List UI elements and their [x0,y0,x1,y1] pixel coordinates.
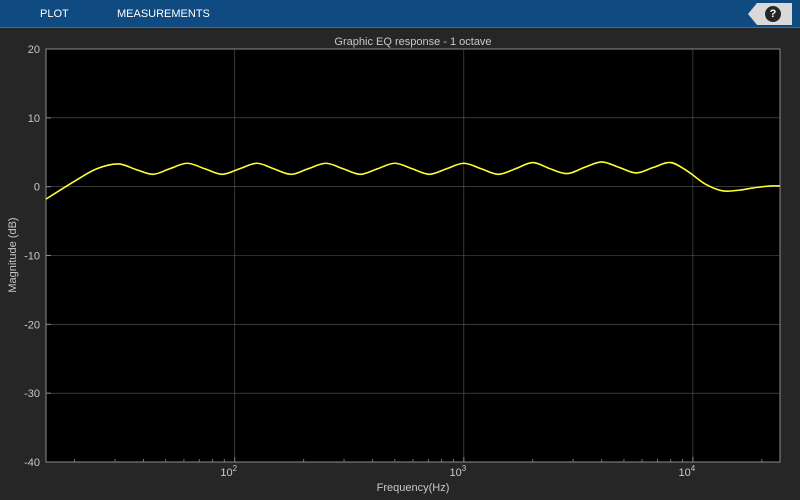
axis-ticks: 20 10 0 -10 -20 -30 -40 102 103 104 [24,44,763,479]
tab-measurements[interactable]: MEASUREMENTS [117,8,210,20]
question-mark-icon[interactable]: ? [765,6,781,22]
tab-plot[interactable]: PLOT [40,8,69,20]
grid [46,49,780,462]
y-tick-label: 10 [28,113,40,125]
y-tick-label: -20 [24,319,40,331]
x-axis-label: Frequency(Hz) [377,482,450,494]
y-axis-label: Magnitude (dB) [7,217,19,292]
toolstrip: PLOT MEASUREMENTS ? [0,0,800,28]
x-tick-label: 102 [220,464,237,479]
y-tick-label: 0 [34,182,40,194]
x-tick-label: 103 [449,464,466,479]
eq-response-line [45,161,781,200]
y-tick-label: -40 [24,457,40,469]
y-tick-label: 20 [28,44,40,56]
chart-title: Graphic EQ response - 1 octave [334,36,491,48]
y-tick-label: -30 [24,388,40,400]
y-tick-label: -10 [24,251,40,263]
x-tick-label: 104 [679,464,696,479]
help-button-container[interactable]: ? [748,3,792,25]
